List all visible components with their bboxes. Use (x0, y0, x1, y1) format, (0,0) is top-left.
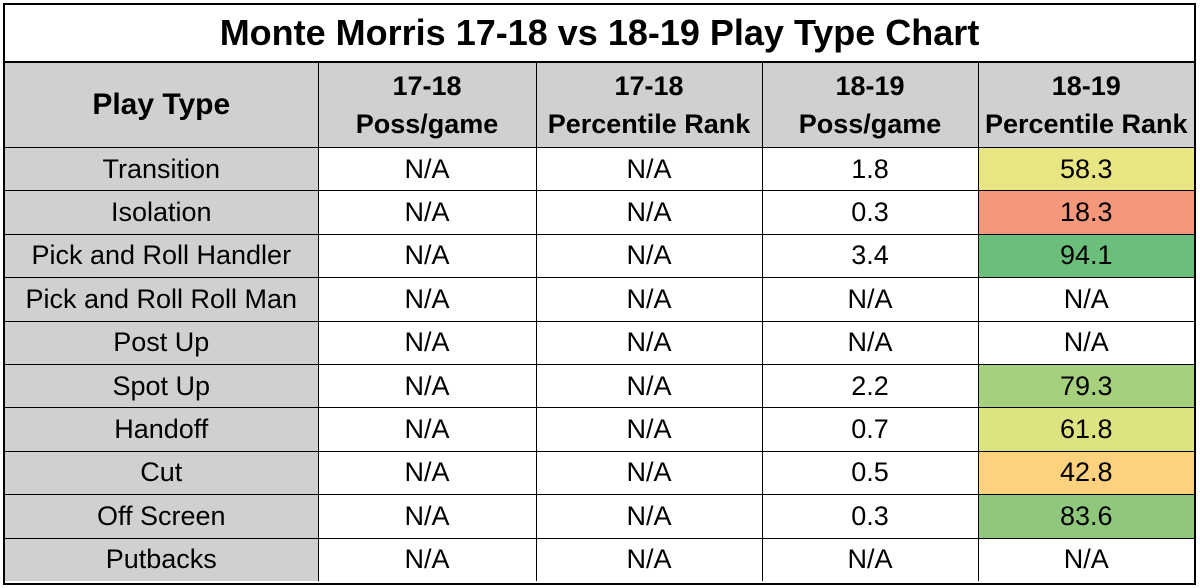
cell-1718-pct: N/A (535, 407, 763, 452)
cell-1819-pct: 79.3 (977, 363, 1194, 409)
cell-1718-pct: N/A (535, 320, 763, 365)
cell-1819-poss: 2.2 (761, 363, 979, 409)
cell-1718-poss: N/A (317, 277, 537, 322)
cell-1718-poss: N/A (317, 537, 537, 581)
cell-1718-poss: N/A (317, 146, 537, 192)
header-1819-poss-metric: Poss/game (798, 109, 942, 139)
table-row: Off Screen N/A N/A 0.3 83.6 (5, 494, 1194, 539)
cell-play-type: Spot Up (5, 363, 319, 409)
cell-play-type: Off Screen (5, 494, 319, 539)
data-grid: Play Type 17-18 Poss/game 17-18 Percenti… (5, 63, 1194, 581)
cell-1819-pct: N/A (977, 277, 1194, 322)
header-1718-pct: 17-18 Percentile Rank (535, 63, 763, 148)
cell-1819-poss: 3.4 (761, 233, 979, 279)
cell-play-type: Post Up (5, 320, 319, 365)
table-row: Isolation N/A N/A 0.3 18.3 (5, 190, 1194, 235)
table-row: Spot Up N/A N/A 2.2 79.3 (5, 363, 1194, 409)
cell-1718-pct: N/A (535, 190, 763, 235)
cell-1718-pct: N/A (535, 233, 763, 279)
cell-1819-pct: 83.6 (977, 494, 1194, 539)
cell-1819-pct: 58.3 (977, 146, 1194, 192)
header-1819-pct-metric: Percentile Rank (984, 109, 1188, 139)
cell-1819-pct: 94.1 (977, 233, 1194, 279)
header-1718-pct-metric: Percentile Rank (547, 109, 751, 139)
play-type-table: Monte Morris 17-18 vs 18-19 Play Type Ch… (3, 3, 1196, 585)
cell-play-type: Handoff (5, 407, 319, 452)
cell-1718-poss: N/A (317, 363, 537, 409)
header-1819-poss-season: 18-19 (835, 71, 905, 101)
header-1718-pct-season: 17-18 (614, 71, 684, 101)
cell-play-type: Pick and Roll Roll Man (5, 277, 319, 322)
cell-1819-poss: 0.3 (761, 494, 979, 539)
cell-1718-poss: N/A (317, 190, 537, 235)
cell-play-type: Pick and Roll Handler (5, 233, 319, 279)
header-row: Play Type 17-18 Poss/game 17-18 Percenti… (5, 63, 1194, 148)
cell-1718-pct: N/A (535, 537, 763, 581)
cell-1718-poss: N/A (317, 320, 537, 365)
cell-1718-poss: N/A (317, 407, 537, 452)
cell-1819-pct: N/A (977, 320, 1194, 365)
cell-1819-pct: 18.3 (977, 190, 1194, 235)
cell-play-type: Cut (5, 450, 319, 496)
header-1718-poss: 17-18 Poss/game (317, 63, 537, 148)
header-1718-poss-metric: Poss/game (355, 109, 499, 139)
cell-play-type: Isolation (5, 190, 319, 235)
table-row: Pick and Roll Handler N/A N/A 3.4 94.1 (5, 233, 1194, 279)
cell-1718-pct: N/A (535, 494, 763, 539)
cell-1819-pct: N/A (977, 537, 1194, 581)
header-play-type-label: Play Type (92, 88, 231, 121)
cell-1819-poss: N/A (761, 537, 979, 581)
table-row: Pick and Roll Roll Man N/A N/A N/A N/A (5, 277, 1194, 322)
cell-1819-pct: 61.8 (977, 407, 1194, 452)
table-row: Cut N/A N/A 0.5 42.8 (5, 450, 1194, 496)
cell-1819-poss: 0.7 (761, 407, 979, 452)
table-row: Handoff N/A N/A 0.7 61.8 (5, 407, 1194, 452)
cell-1819-pct: 42.8 (977, 450, 1194, 496)
cell-1819-poss: 1.8 (761, 146, 979, 192)
cell-1819-poss: N/A (761, 320, 979, 365)
cell-play-type: Transition (5, 146, 319, 192)
header-1819-pct-season: 18-19 (1051, 71, 1121, 101)
cell-1819-poss: N/A (761, 277, 979, 322)
cell-1718-poss: N/A (317, 450, 537, 496)
header-1819-poss: 18-19 Poss/game (761, 63, 979, 148)
header-1718-poss-season: 17-18 (392, 71, 462, 101)
cell-1819-poss: 0.3 (761, 190, 979, 235)
cell-play-type: Putbacks (5, 537, 319, 581)
cell-1819-poss: 0.5 (761, 450, 979, 496)
header-play-type: Play Type (5, 63, 319, 148)
cell-1718-pct: N/A (535, 146, 763, 192)
table-title: Monte Morris 17-18 vs 18-19 Play Type Ch… (5, 5, 1194, 63)
header-1819-pct: 18-19 Percentile Rank (977, 63, 1194, 148)
cell-1718-pct: N/A (535, 277, 763, 322)
table-row: Transition N/A N/A 1.8 58.3 (5, 146, 1194, 192)
cell-1718-pct: N/A (535, 363, 763, 409)
cell-1718-poss: N/A (317, 494, 537, 539)
cell-1718-pct: N/A (535, 450, 763, 496)
table-row: Post Up N/A N/A N/A N/A (5, 320, 1194, 365)
cell-1718-poss: N/A (317, 233, 537, 279)
table-row: Putbacks N/A N/A N/A N/A (5, 537, 1194, 581)
